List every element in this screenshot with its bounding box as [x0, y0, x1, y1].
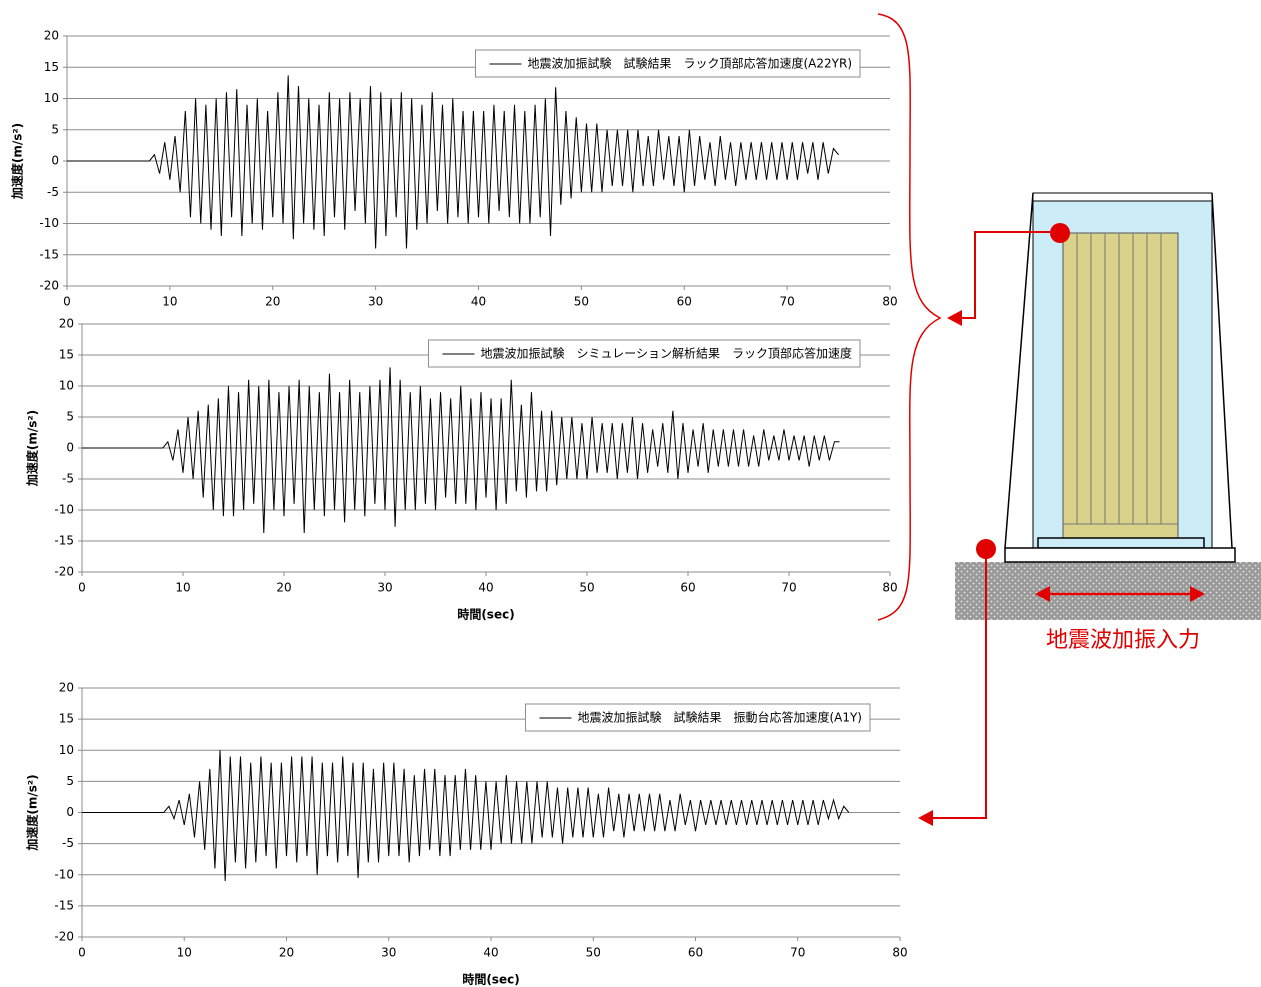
series-line [82, 367, 840, 533]
input-label: 地震波加振入力 [1046, 628, 1200, 653]
series-line [82, 750, 850, 882]
legend-label: 地震波加振試験 シミュレーション解析結果 ラック頂部応答加速度 [480, 346, 852, 361]
x-tick-label: 40 [483, 946, 498, 960]
x-tick-label: 40 [478, 581, 493, 595]
diagram: 地震波加振入力 [877, 13, 1261, 826]
shake-table [1004, 547, 1236, 563]
rack [1062, 232, 1179, 541]
y-axis-label: 加速度(m/s²) [25, 410, 40, 487]
x-tick-label: 20 [276, 581, 291, 595]
x-tick-label: 50 [574, 295, 589, 309]
x-tick-label: 50 [579, 581, 594, 595]
arrow-head [1190, 586, 1205, 602]
chart: -20 -15 -10 -5 0 5 10 15 20 0 10 20 30 40 50 60 70 80 加速度(… [25, 681, 908, 987]
x-tick-label: 60 [688, 946, 703, 960]
x-axis-label: 時間(sec) [462, 972, 519, 987]
rack-base [1037, 537, 1205, 549]
y-tick-label: -15 [54, 898, 74, 912]
y-axis-label: 加速度(m/s²) [10, 123, 25, 200]
x-tick-label: 20 [279, 946, 294, 960]
x-tick-label: 80 [892, 946, 907, 960]
x-tick-label: 80 [882, 295, 897, 309]
y-axis-label: 加速度(m/s²) [25, 774, 40, 851]
rack-cells [1063, 233, 1178, 525]
y-tick-label: 15 [59, 348, 74, 362]
y-tick-label: 5 [51, 122, 59, 136]
arrow-head [947, 310, 962, 326]
y-tick-label: -20 [54, 565, 74, 579]
arrow-head [1035, 586, 1050, 602]
legend: 地震波加振試験 シミュレーション解析結果 ラック頂部応答加速度 [427, 339, 861, 368]
x-tick-label: 60 [677, 295, 692, 309]
y-tick-label: 5 [66, 410, 74, 424]
chart: -20 -15 -10 -5 0 5 10 15 20 0 10 20 30 40 50 60 70 80 加速度(… [10, 29, 898, 309]
y-tick-label: -20 [54, 930, 74, 944]
x-tick-label: 0 [63, 295, 71, 309]
y-tick-label: 20 [59, 317, 74, 331]
y-tick-label: 10 [44, 91, 59, 105]
y-tick-label: 15 [59, 712, 74, 726]
y-tick-label: -15 [54, 534, 74, 548]
legend: 地震波加振試験 試験結果 振動台応答加速度(A1Y) [524, 703, 871, 732]
y-tick-label: -5 [62, 836, 74, 850]
connector [958, 231, 1060, 319]
y-tick-label: 0 [51, 154, 59, 168]
x-tick-label: 0 [78, 946, 86, 960]
frame [1004, 192, 1034, 549]
x-tick-label: 70 [781, 581, 796, 595]
y-tick-label: 20 [44, 29, 59, 43]
frame [1211, 192, 1233, 549]
y-tick-label: -10 [54, 503, 74, 517]
chart: -20 -15 -10 -5 0 5 10 15 20 0 10 20 30 40 50 60 70 80 加速度(… [25, 317, 898, 622]
tank-lid [1032, 192, 1213, 202]
sensor-dot [976, 539, 996, 559]
legend-label: 地震波加振試験 試験結果 ラック頂部応答加速度(A22YR) [527, 56, 852, 71]
y-tick-label: 0 [66, 441, 74, 455]
ground [955, 562, 1261, 620]
x-tick-label: 10 [175, 581, 190, 595]
y-tick-label: 10 [59, 379, 74, 393]
legend-box [427, 339, 861, 368]
legend-box [474, 49, 861, 78]
y-tick-label: -10 [54, 867, 74, 881]
x-tick-label: 30 [377, 581, 392, 595]
y-tick-label: 10 [59, 743, 74, 757]
x-tick-label: 40 [471, 295, 486, 309]
series-line [67, 75, 839, 249]
x-tick-label: 10 [177, 946, 192, 960]
y-tick-label: -5 [62, 472, 74, 486]
y-tick-label: 20 [59, 681, 74, 695]
connector [930, 549, 987, 819]
x-axis-label: 時間(sec) [457, 607, 514, 622]
x-tick-label: 70 [790, 946, 805, 960]
y-tick-label: -5 [47, 185, 59, 199]
y-tick-label: -10 [39, 216, 59, 230]
x-tick-label: 70 [779, 295, 794, 309]
x-tick-label: 60 [680, 581, 695, 595]
x-tick-label: 50 [586, 946, 601, 960]
x-tick-label: 80 [882, 581, 897, 595]
legend: 地震波加振試験 試験結果 ラック頂部応答加速度(A22YR) [474, 49, 861, 78]
y-tick-label: 5 [66, 774, 74, 788]
x-tick-label: 20 [265, 295, 280, 309]
arrow-head [918, 810, 933, 826]
y-tick-label: 15 [44, 60, 59, 74]
x-tick-label: 30 [381, 946, 396, 960]
legend-label: 地震波加振試験 試験結果 振動台応答加速度(A1Y) [577, 710, 862, 725]
x-tick-label: 0 [78, 581, 86, 595]
y-tick-label: -20 [39, 279, 59, 293]
brace [877, 13, 942, 621]
y-tick-label: 0 [66, 805, 74, 819]
sensor-dot [1050, 223, 1070, 243]
x-tick-label: 10 [162, 295, 177, 309]
y-tick-label: -15 [39, 247, 59, 261]
x-tick-label: 30 [368, 295, 383, 309]
legend-box [524, 703, 871, 732]
